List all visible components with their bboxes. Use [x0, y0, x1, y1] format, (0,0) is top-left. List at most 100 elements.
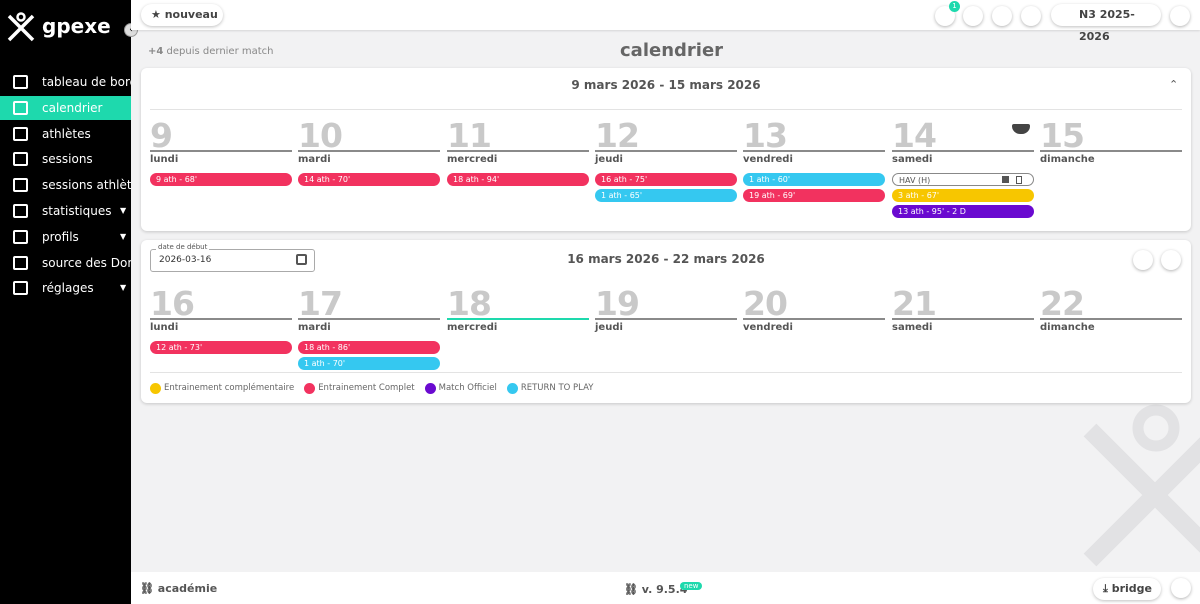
user-icon[interactable] — [1170, 6, 1190, 26]
event-pill[interactable]: 19 ath - 69' — [743, 189, 885, 202]
new-button[interactable]: ★ nouveau — [141, 4, 223, 26]
day-underline — [595, 150, 737, 152]
calendar-icon — [296, 254, 307, 265]
week-range: 9 mars 2026 - 15 mars 2026 — [571, 78, 761, 92]
day-name: vendredi — [743, 322, 793, 333]
legend-dot — [424, 383, 436, 394]
day-underline — [447, 318, 589, 320]
day-underline — [743, 318, 885, 320]
day-name: samedi — [892, 322, 933, 333]
prev-button[interactable] — [1133, 250, 1153, 270]
season-button[interactable]: N3 2025-2026 — [1051, 4, 1161, 43]
day-underline — [447, 150, 589, 152]
new-badge: new — [680, 582, 703, 590]
day-name: mardi — [298, 322, 331, 333]
next-button[interactable] — [1161, 250, 1181, 270]
date-field[interactable]: date de début 2026-03-16 — [150, 243, 315, 272]
nav-item[interactable]: statistiques ▼ — [0, 199, 131, 223]
day-underline — [1040, 150, 1182, 152]
event-pill[interactable]: 1 ath - 65' — [595, 189, 737, 202]
event-pill[interactable]: 1 ath - 60' — [743, 173, 885, 186]
day-underline — [150, 150, 292, 152]
bridge-button[interactable]: ⤓ bridge — [1093, 578, 1161, 600]
day-name: lundi — [150, 322, 179, 333]
nav-item[interactable]: source des Données — [0, 251, 131, 275]
day-name: dimanche — [1040, 154, 1095, 165]
day-number: 10 — [298, 116, 343, 155]
date-field-value: 2026-03-16 — [159, 255, 212, 265]
event-pill[interactable]: 12 ath - 73' — [150, 341, 292, 354]
day-underline — [150, 318, 292, 320]
event-pill[interactable]: 3 ath - 67' — [892, 189, 1034, 202]
new-label: nouveau — [164, 8, 218, 21]
since-note: +4 depuis dernier match — [148, 46, 274, 57]
day-underline — [743, 150, 885, 152]
nav-label: profils — [42, 229, 79, 244]
brand: gpexe — [42, 14, 111, 38]
nav-label: athlètes — [42, 126, 91, 141]
nav-item[interactable]: calendrier — [0, 95, 131, 120]
nav-item[interactable]: sessions — [0, 147, 131, 171]
week-card: 9 mars 2026 - 15 mars 2026 ⌃ 9 lundi 9 ath -… — [141, 68, 1191, 231]
day-underline — [298, 150, 440, 152]
since-text: depuis dernier match — [166, 46, 274, 57]
legend-label: Match Officiel — [438, 383, 497, 393]
bridge-label: bridge — [1111, 582, 1152, 595]
report-icon[interactable] — [992, 6, 1012, 26]
nav-icon — [13, 178, 28, 193]
nav-label: sessions athlètes — [42, 178, 131, 193]
watermark — [1083, 404, 1200, 567]
logo-icon — [7, 12, 35, 42]
nav-icon — [13, 281, 28, 296]
day-number: 16 — [150, 284, 195, 323]
nav-item[interactable]: sessions athlètes — [0, 173, 131, 197]
event-pill[interactable]: 16 ath - 75' — [595, 173, 737, 186]
day-number: 22 — [1040, 284, 1085, 323]
footer — [131, 572, 1200, 604]
event-pill[interactable]: HAV (H) — [892, 173, 1034, 186]
nav-icon — [13, 229, 28, 244]
export-icon[interactable] — [1021, 6, 1041, 26]
legend-dot — [150, 383, 161, 394]
day-number: 21 — [892, 284, 937, 323]
stats-icon[interactable] — [963, 6, 983, 26]
academy-label: académie — [157, 582, 218, 595]
day-name: samedi — [892, 154, 933, 165]
version-label: v. 9.5.4 — [641, 583, 688, 596]
week-range: 16 mars 2026 - 22 mars 2026 — [567, 252, 765, 266]
submenu-caret: ▼ — [120, 283, 127, 293]
nav-label: réglages — [42, 281, 94, 296]
nav-item[interactable]: réglages ▼ — [0, 276, 131, 300]
version: ⛓ v. 9.5.4 — [624, 583, 688, 596]
day-number: 13 — [743, 116, 788, 155]
academy-link[interactable]: ⛓ académie — [140, 582, 218, 595]
since-prefix: +4 — [148, 46, 164, 57]
collapse-button[interactable]: ⌃ — [1169, 78, 1179, 91]
help-icon[interactable] — [1171, 578, 1191, 598]
nav-icon — [13, 152, 28, 167]
day-number: 20 — [743, 284, 788, 323]
event-pill[interactable]: 18 ath - 86' — [298, 341, 440, 354]
nav-item[interactable]: tableau de bord — [0, 70, 131, 94]
submenu-caret: ▼ — [120, 231, 127, 241]
nav-label: tableau de bord — [42, 75, 131, 89]
nav-item[interactable]: profils ▼ — [0, 225, 131, 249]
day-number: 17 — [298, 284, 343, 323]
day-number: 11 — [447, 116, 492, 155]
event-pill[interactable]: 18 ath - 94' — [447, 173, 589, 186]
event-pill[interactable]: 14 ath - 70' — [298, 173, 440, 186]
event-pill[interactable]: 9 ath - 68' — [150, 173, 292, 186]
delete-icon — [1016, 176, 1022, 184]
nav-label: sessions — [42, 152, 93, 167]
event-pill[interactable]: 13 ath - 95' - 2 D — [892, 205, 1034, 218]
status-icon[interactable] — [935, 6, 955, 26]
day-number: 9 — [150, 116, 173, 155]
legend-label: Entrainement Complet — [318, 383, 415, 393]
date-field-label: date de début — [156, 243, 210, 251]
legend-divider — [150, 372, 1182, 373]
nav-icon — [13, 126, 28, 141]
event-pill[interactable]: 1 ath - 70' — [298, 357, 440, 370]
nav-item[interactable]: athlètes — [0, 122, 131, 146]
nav-label: source des Données — [42, 255, 131, 270]
